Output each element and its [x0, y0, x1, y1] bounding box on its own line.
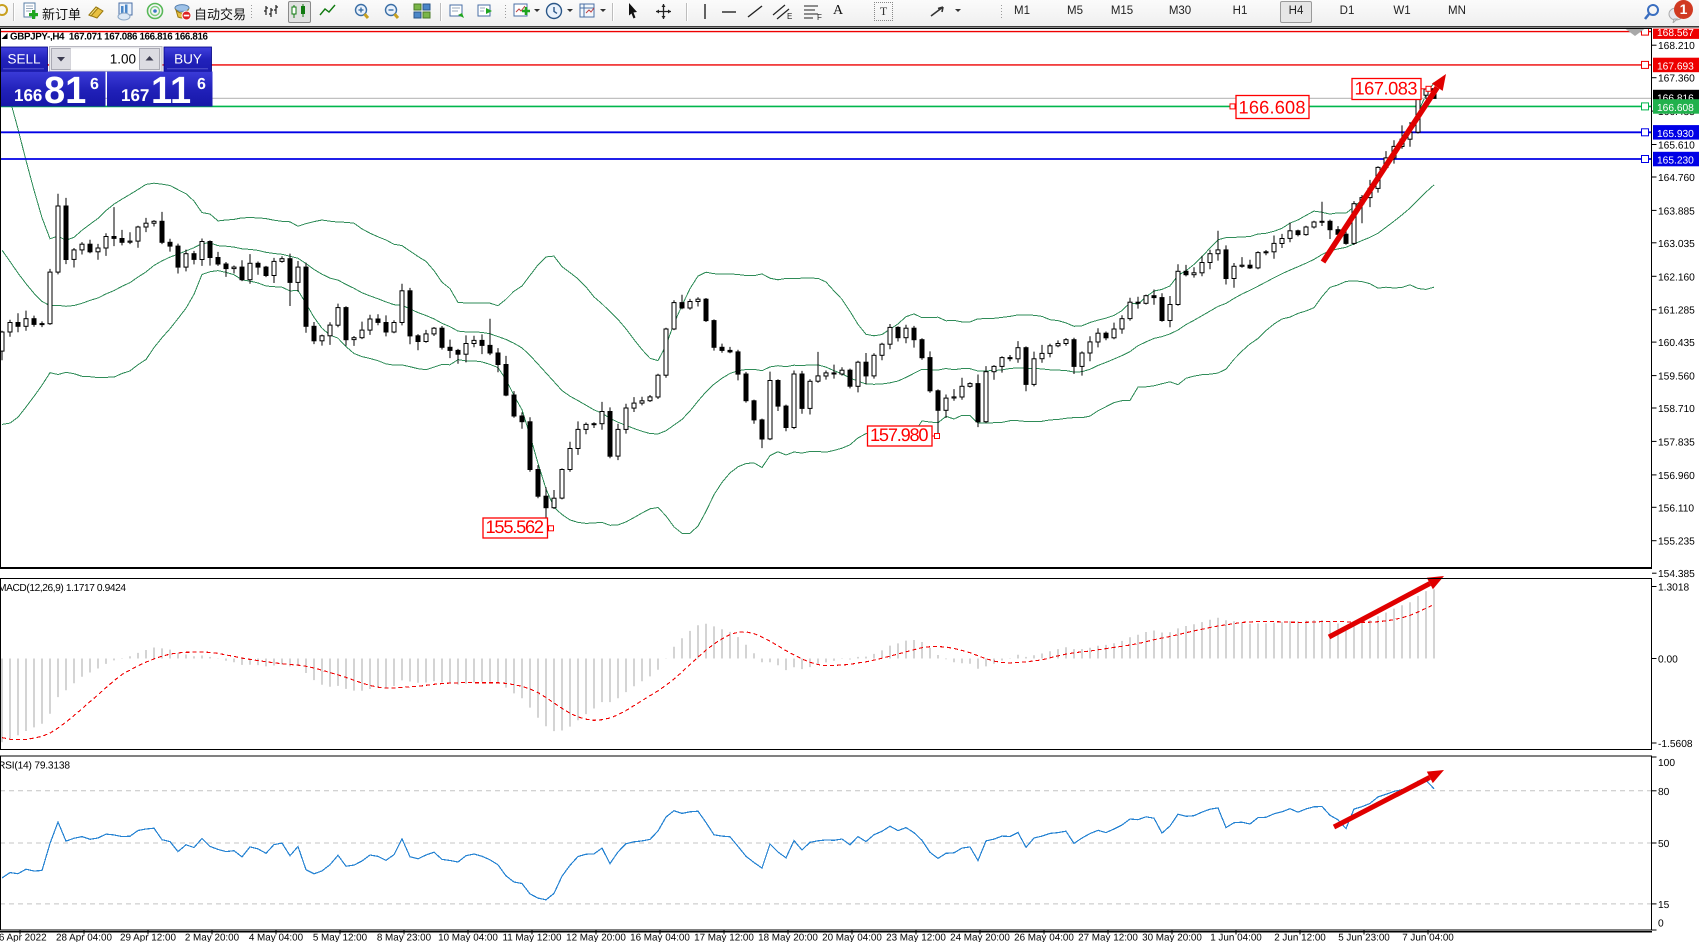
- svg-text:166: 166: [14, 86, 42, 105]
- svg-text:SELL: SELL: [7, 52, 41, 67]
- svg-text:26 Apr 2022: 26 Apr 2022: [0, 933, 47, 943]
- svg-text:168.210: 168.210: [1658, 41, 1695, 52]
- svg-text:1 Jun 04:00: 1 Jun 04:00: [1210, 933, 1262, 943]
- svg-text:168.567: 168.567: [1657, 28, 1694, 39]
- svg-text:80: 80: [1658, 787, 1670, 798]
- svg-text:0: 0: [1658, 919, 1664, 930]
- svg-text:17 May 12:00: 17 May 12:00: [694, 933, 754, 943]
- svg-text:156.960: 156.960: [1658, 471, 1695, 482]
- svg-text:157.835: 157.835: [1658, 437, 1695, 448]
- svg-text:7 Jun 04:00: 7 Jun 04:00: [1402, 933, 1454, 943]
- svg-text:MACD(12,26,9) 1.1717 0.9424: MACD(12,26,9) 1.1717 0.9424: [0, 583, 126, 594]
- svg-text:163.035: 163.035: [1658, 239, 1695, 250]
- svg-text:167: 167: [121, 86, 149, 105]
- svg-text:165.610: 165.610: [1658, 141, 1695, 152]
- svg-text:1.3018: 1.3018: [1658, 583, 1689, 594]
- svg-text:11 May 12:00: 11 May 12:00: [502, 933, 562, 943]
- svg-text:156.110: 156.110: [1658, 503, 1694, 514]
- svg-text:F: F: [817, 13, 822, 21]
- svg-text:167.083: 167.083: [1355, 79, 1418, 99]
- svg-text:50: 50: [1658, 839, 1670, 850]
- svg-text:161.285: 161.285: [1658, 306, 1695, 317]
- svg-text:158.710: 158.710: [1658, 404, 1695, 415]
- svg-text:20 May 04:00: 20 May 04:00: [822, 933, 882, 943]
- svg-text:6: 6: [197, 76, 206, 93]
- svg-text:164.760: 164.760: [1658, 173, 1695, 184]
- svg-text:165.930: 165.930: [1657, 129, 1694, 140]
- svg-text:4 May 04:00: 4 May 04:00: [249, 933, 304, 943]
- svg-text:16 May 04:00: 16 May 04:00: [630, 933, 690, 943]
- svg-text:155.235: 155.235: [1658, 537, 1695, 548]
- svg-text:155.562: 155.562: [486, 517, 545, 537]
- svg-text:157.980: 157.980: [870, 425, 929, 445]
- svg-text:-1.5608: -1.5608: [1658, 739, 1693, 750]
- svg-text:28 Apr 04:00: 28 Apr 04:00: [56, 933, 113, 943]
- svg-text:162.160: 162.160: [1658, 272, 1695, 283]
- svg-text:0.00: 0.00: [1658, 655, 1678, 666]
- svg-text:166.608: 166.608: [1239, 98, 1306, 118]
- svg-text:10 May 04:00: 10 May 04:00: [438, 933, 498, 943]
- svg-text:27 May 12:00: 27 May 12:00: [1078, 933, 1138, 943]
- svg-text:29 Apr 12:00: 29 Apr 12:00: [120, 933, 177, 943]
- svg-text:163.885: 163.885: [1658, 206, 1695, 217]
- svg-text:18 May 20:00: 18 May 20:00: [758, 933, 818, 943]
- svg-text:5 May 12:00: 5 May 12:00: [313, 933, 368, 943]
- svg-text:1.00: 1.00: [110, 52, 136, 67]
- svg-text:81: 81: [44, 70, 86, 112]
- svg-text:100: 100: [1658, 758, 1675, 769]
- svg-text:154.385: 154.385: [1658, 569, 1695, 580]
- svg-text:5 Jun 23:00: 5 Jun 23:00: [1338, 933, 1390, 943]
- svg-text:BUY: BUY: [174, 52, 202, 67]
- svg-text:15: 15: [1658, 900, 1670, 911]
- svg-text:167.693: 167.693: [1657, 62, 1694, 73]
- svg-text:8 May 23:00: 8 May 23:00: [377, 933, 432, 943]
- svg-text:165.230: 165.230: [1657, 156, 1694, 167]
- svg-text:12 May 20:00: 12 May 20:00: [566, 933, 626, 943]
- svg-text:E: E: [787, 12, 792, 21]
- svg-text:11: 11: [151, 70, 191, 112]
- svg-text:159.560: 159.560: [1658, 372, 1695, 383]
- svg-text:160.435: 160.435: [1658, 338, 1695, 349]
- svg-text:166.608: 166.608: [1657, 103, 1694, 114]
- svg-text:2 Jun 12:00: 2 Jun 12:00: [1274, 933, 1326, 943]
- svg-text:167.360: 167.360: [1658, 74, 1695, 85]
- svg-text:26 May 04:00: 26 May 04:00: [1014, 933, 1074, 943]
- svg-text:23 May 12:00: 23 May 12:00: [886, 933, 946, 943]
- svg-text:GBPJPY-,H4 167.071 167.086 16: GBPJPY-,H4 167.071 167.086 166.816 166.8…: [10, 32, 209, 43]
- svg-text:24 May 20:00: 24 May 20:00: [950, 933, 1010, 943]
- svg-text:30 May 20:00: 30 May 20:00: [1142, 933, 1202, 943]
- svg-text:2 May 20:00: 2 May 20:00: [185, 933, 240, 943]
- svg-text:RSI(14) 79.3138: RSI(14) 79.3138: [0, 761, 70, 772]
- svg-text:6: 6: [90, 76, 99, 93]
